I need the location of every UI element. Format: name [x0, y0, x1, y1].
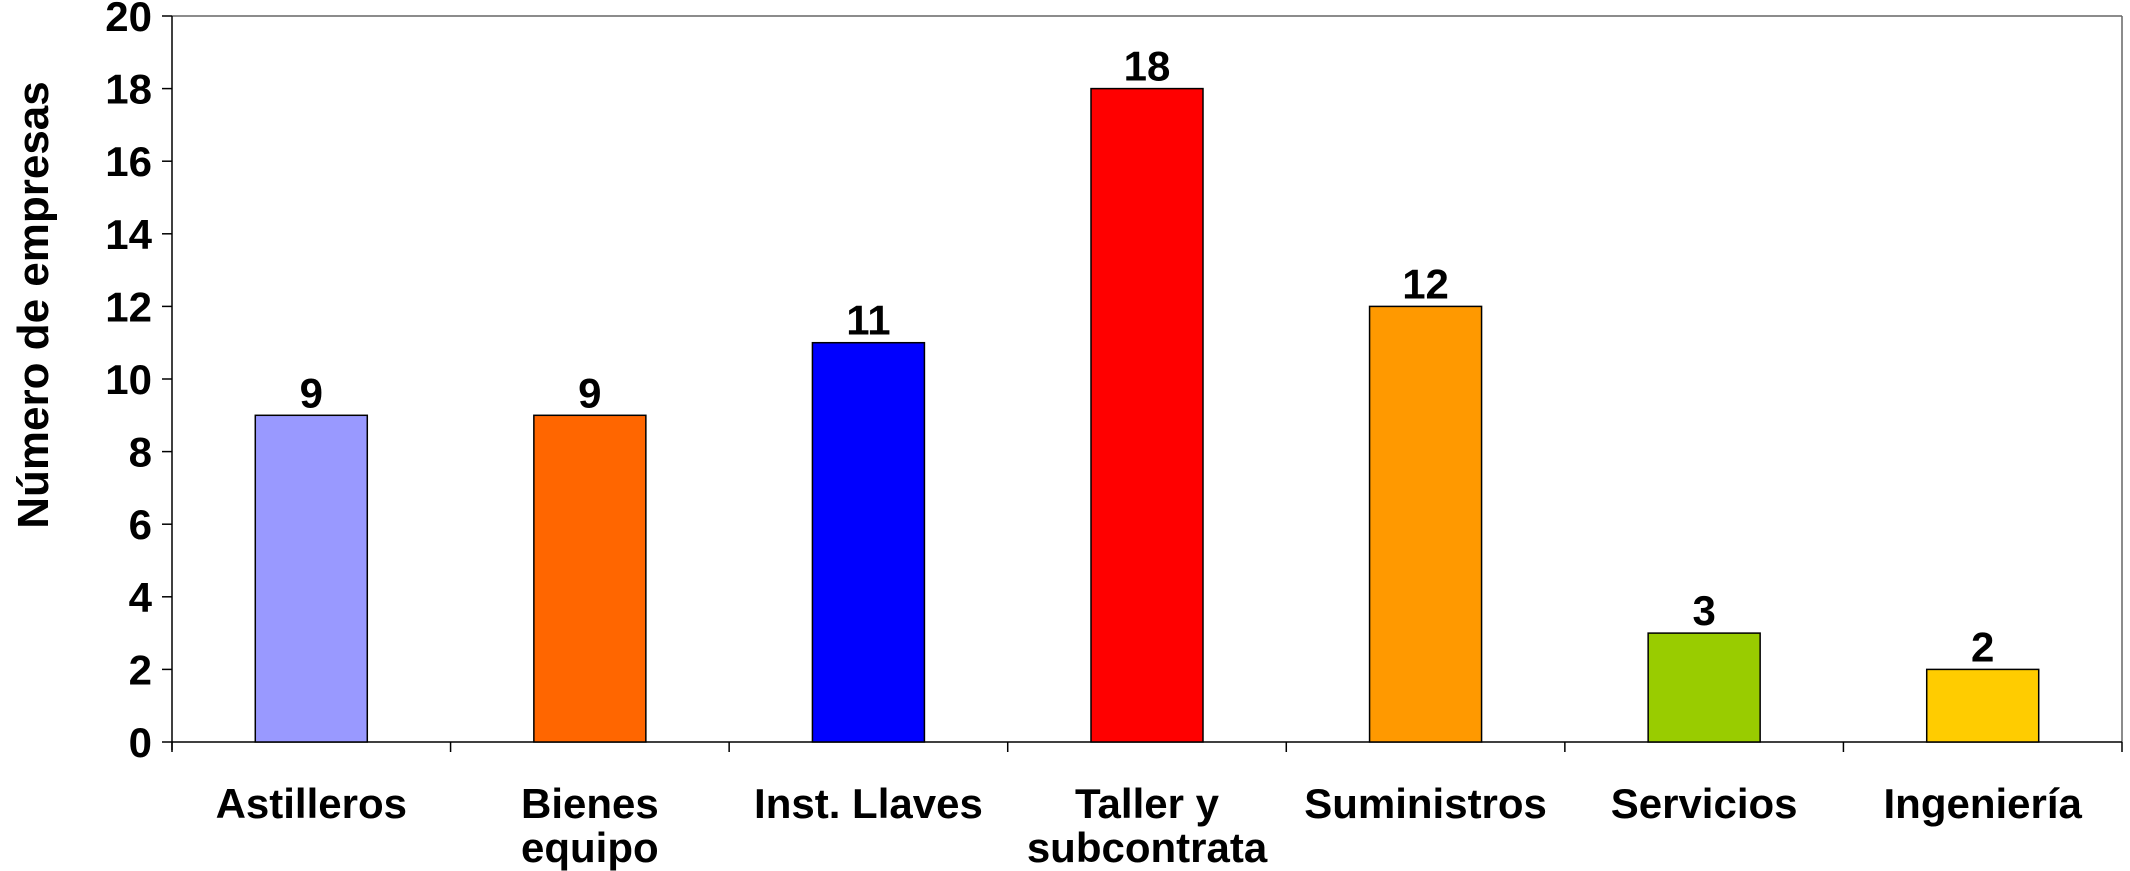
y-tick-label: 10 — [105, 356, 152, 403]
category-label: Bienes equipo — [521, 780, 659, 871]
bar — [1647, 632, 1761, 743]
bar — [254, 414, 369, 743]
data-label: 3 — [1692, 587, 1715, 634]
y-tick-label: 14 — [105, 211, 152, 258]
y-tick-label: 6 — [129, 501, 152, 548]
bar — [811, 341, 926, 743]
y-tick-label: 16 — [105, 138, 152, 185]
bar — [1090, 87, 1204, 743]
data-labels: 9 9 11 18 12 3 2 — [300, 43, 1995, 671]
data-label: 2 — [1971, 623, 1994, 670]
category-label: Taller y subcontrata — [1027, 780, 1268, 871]
data-label: 12 — [1402, 260, 1449, 307]
data-label: 9 — [300, 369, 323, 416]
bar — [1925, 668, 2040, 743]
category-labels: Astilleros Bienes equipo Inst. Llaves Taller… — [216, 780, 2083, 871]
category-label: Inst. Llaves — [754, 780, 983, 827]
category-label: Astilleros — [216, 780, 407, 827]
bar — [533, 414, 647, 743]
y-tick-label: 8 — [129, 429, 152, 476]
category-label: Servicios — [1611, 780, 1798, 827]
y-tick-label: 4 — [129, 574, 153, 621]
category-label: Suministros — [1304, 780, 1547, 827]
y-axis-ticks: 0 2 4 6 8 10 12 14 16 18 20 — [105, 0, 172, 766]
category-label: Ingeniería — [1884, 780, 2083, 827]
y-tick-label: 12 — [105, 283, 152, 330]
data-label: 18 — [1124, 43, 1171, 90]
data-label: 11 — [846, 297, 890, 344]
bars — [254, 87, 2040, 743]
y-tick-label: 18 — [105, 66, 152, 113]
y-tick-label: 20 — [105, 0, 152, 40]
y-tick-label: 0 — [129, 719, 152, 766]
y-axis-title: Número de empresas — [9, 81, 58, 529]
data-label: 9 — [578, 369, 601, 416]
bar — [1368, 305, 1483, 743]
y-tick-label: 2 — [129, 646, 152, 693]
